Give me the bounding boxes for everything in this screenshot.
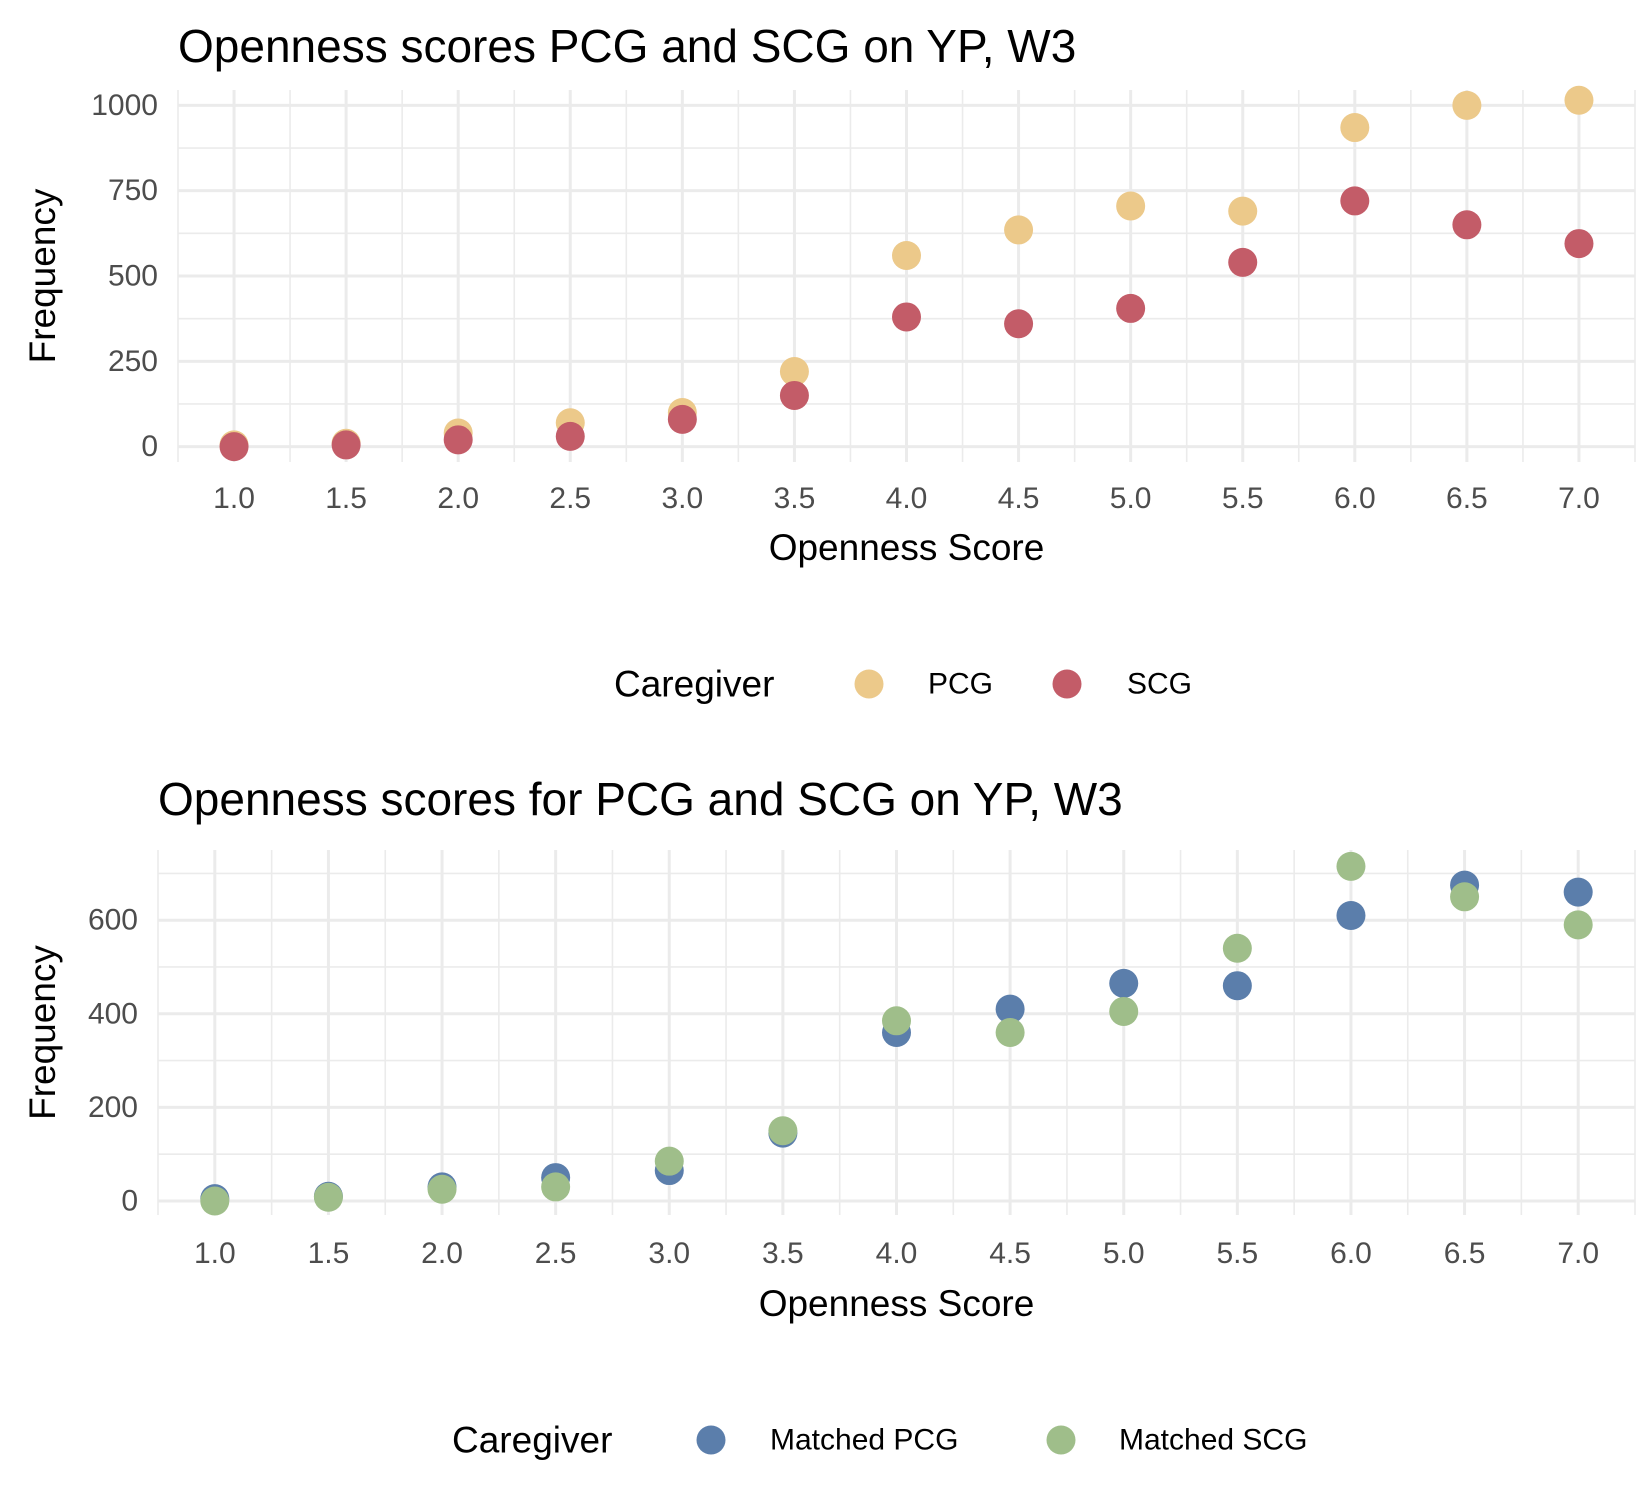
x-tick-label: 4.5 bbox=[998, 482, 1040, 515]
x-tick-label: 4.0 bbox=[886, 482, 928, 515]
point-scg bbox=[219, 432, 249, 462]
y-tick-label: 750 bbox=[108, 174, 158, 207]
x-axis-title: Openness Score bbox=[769, 527, 1045, 568]
x-tick-label: 4.5 bbox=[989, 1237, 1031, 1270]
x-tick-label: 6.5 bbox=[1446, 482, 1488, 515]
y-tick-label: 0 bbox=[121, 1184, 138, 1217]
point-scg bbox=[331, 430, 361, 460]
point-pcg bbox=[1564, 85, 1594, 115]
point-scg bbox=[1564, 229, 1594, 259]
y-tick-label: 250 bbox=[108, 345, 158, 378]
legend-label: PCG bbox=[928, 668, 993, 701]
x-tick-label: 3.0 bbox=[648, 1237, 690, 1270]
legend-label: Matched SCG bbox=[1119, 1424, 1307, 1457]
y-tick-label: 200 bbox=[88, 1091, 138, 1124]
point-matched-scg bbox=[1563, 910, 1593, 940]
x-tick-label: 1.5 bbox=[325, 482, 367, 515]
point-scg bbox=[555, 421, 585, 451]
x-tick-label: 6.0 bbox=[1330, 1237, 1372, 1270]
point-pcg bbox=[779, 357, 809, 387]
legend-key bbox=[1052, 669, 1082, 699]
x-tick-label: 1.0 bbox=[194, 1237, 236, 1270]
legend: Caregiver Matched PCG Matched SCG bbox=[452, 1420, 1307, 1461]
legend-title: Caregiver bbox=[452, 1420, 612, 1461]
x-tick-label: 4.0 bbox=[876, 1237, 918, 1270]
x-tick-label: 2.0 bbox=[437, 482, 479, 515]
point-scg bbox=[1340, 186, 1370, 216]
chart-title: Openness scores PCG and SCG on YP, W3 bbox=[178, 20, 1076, 72]
point-matched-scg bbox=[313, 1182, 343, 1212]
x-tick-label: 3.5 bbox=[774, 482, 816, 515]
legend-key bbox=[854, 669, 884, 699]
chart-1: 1.0 1.5 2.0 2.5 3.0 3.5 4.0 4.5 5.0 5.5 6.0 6.5 7.0 0… bbox=[22, 20, 1636, 705]
point-matched-scg bbox=[995, 1018, 1025, 1047]
x-tick-label: 6.5 bbox=[1444, 1237, 1486, 1270]
x-tick-label: 3.5 bbox=[762, 1237, 804, 1270]
x-tick-label: 5.0 bbox=[1103, 1237, 1145, 1270]
x-tick-label: 5.5 bbox=[1222, 482, 1264, 515]
point-pcg bbox=[1340, 113, 1370, 143]
legend-key bbox=[1046, 1425, 1076, 1455]
x-tick-label: 1.5 bbox=[308, 1237, 350, 1270]
x-tick-label: 2.5 bbox=[549, 482, 591, 515]
chart-2: 1.0 1.5 2.0 2.5 3.0 3.5 4.0 4.5 5.0 5.5 6.0 6.5 7.0 0… bbox=[22, 773, 1636, 1461]
point-matched-pcg bbox=[1336, 901, 1366, 931]
point-matched-pcg bbox=[1109, 968, 1139, 998]
legend-title: Caregiver bbox=[614, 664, 774, 705]
point-matched-scg bbox=[654, 1146, 684, 1176]
x-axis-title: Openness Score bbox=[759, 1283, 1035, 1324]
point-matched-pcg bbox=[1563, 877, 1593, 907]
point-scg bbox=[1228, 247, 1258, 277]
x-tick-label: 7.0 bbox=[1557, 1237, 1599, 1270]
point-scg bbox=[1004, 309, 1034, 339]
y-tick-label: 1000 bbox=[91, 89, 158, 122]
y-tick-label: 600 bbox=[88, 904, 138, 937]
legend-key bbox=[696, 1425, 726, 1455]
point-matched-scg bbox=[882, 1006, 911, 1036]
y-axis-title: Frequency bbox=[22, 188, 63, 363]
point-pcg bbox=[1004, 215, 1034, 245]
point-matched-scg bbox=[427, 1174, 457, 1204]
point-matched-scg bbox=[1450, 882, 1480, 912]
point-matched-pcg bbox=[1222, 971, 1252, 1001]
point-matched-scg bbox=[541, 1172, 571, 1202]
point-matched-scg bbox=[1109, 996, 1139, 1026]
point-matched-pcg bbox=[995, 994, 1025, 1024]
legend: Caregiver PCG SCG bbox=[614, 664, 1192, 705]
x-tick-label: 6.0 bbox=[1334, 482, 1376, 515]
point-matched-scg bbox=[768, 1116, 798, 1146]
point-scg bbox=[443, 425, 473, 455]
x-tick-label: 7.0 bbox=[1558, 482, 1600, 515]
x-tick-label: 3.0 bbox=[661, 482, 703, 515]
point-matched-scg bbox=[1336, 851, 1366, 881]
point-scg bbox=[667, 404, 697, 434]
point-matched-scg bbox=[200, 1186, 230, 1216]
x-tick-label: 2.0 bbox=[421, 1237, 463, 1270]
point-pcg bbox=[1228, 196, 1258, 226]
point-pcg bbox=[892, 241, 921, 271]
y-tick-label: 500 bbox=[108, 260, 158, 293]
point-scg bbox=[892, 302, 921, 332]
point-scg bbox=[779, 380, 809, 410]
legend-label: Matched PCG bbox=[770, 1424, 958, 1457]
point-matched-scg bbox=[1222, 933, 1252, 963]
point-scg bbox=[1116, 293, 1146, 323]
x-tick-label: 5.0 bbox=[1110, 482, 1152, 515]
x-tick-label: 2.5 bbox=[535, 1237, 577, 1270]
point-pcg bbox=[1452, 90, 1482, 120]
point-pcg bbox=[1116, 191, 1146, 221]
y-tick-label: 400 bbox=[88, 997, 138, 1030]
y-tick-label: 0 bbox=[141, 430, 158, 463]
chart-title: Openness scores for PCG and SCG on YP, W… bbox=[158, 773, 1123, 825]
y-axis-title: Frequency bbox=[22, 945, 63, 1120]
x-tick-label: 5.5 bbox=[1216, 1237, 1258, 1270]
legend-label: SCG bbox=[1127, 668, 1192, 701]
x-tick-label: 1.0 bbox=[213, 482, 255, 515]
point-scg bbox=[1452, 210, 1482, 240]
